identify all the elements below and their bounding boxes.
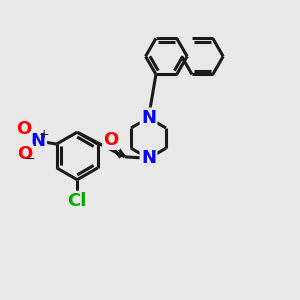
Text: Cl: Cl bbox=[68, 192, 87, 210]
Text: O: O bbox=[16, 120, 31, 138]
Text: +: + bbox=[39, 128, 50, 141]
Text: O: O bbox=[103, 130, 119, 148]
Text: N: N bbox=[141, 149, 156, 167]
Text: N: N bbox=[141, 109, 156, 127]
Text: O: O bbox=[17, 145, 32, 163]
Text: −: − bbox=[25, 153, 35, 166]
Text: N: N bbox=[31, 132, 46, 150]
